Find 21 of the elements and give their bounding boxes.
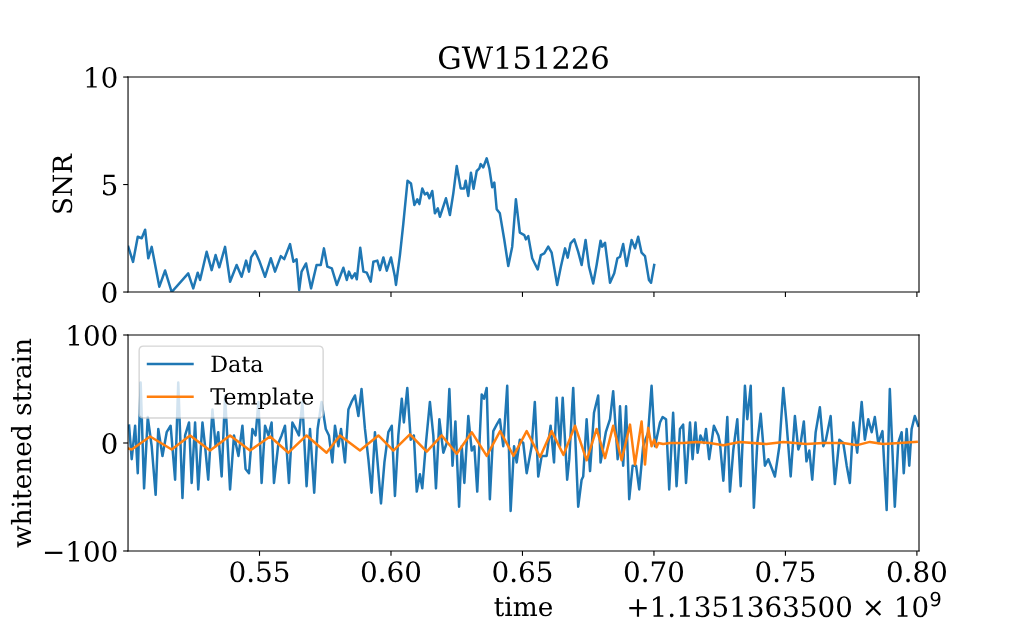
legend-label: Template — [210, 387, 314, 410]
x-tick-label: 0.55 — [230, 561, 289, 583]
text: +1.1351363500 × 10$^{9}$ — [629, 591, 941, 618]
x-tick-label: 0.60 — [361, 561, 421, 583]
y-tick-label: 100 — [68, 324, 117, 346]
y-axis-title: SNR — [52, 153, 73, 213]
chart-title: GW151226 — [439, 46, 608, 70]
y-tick-label: 10 — [86, 66, 117, 88]
y-tick-label: 0 — [102, 281, 117, 303]
line-series — [128, 420, 918, 466]
x-tick-label: 0.70 — [624, 561, 684, 583]
y-axis-title: whitened strain — [10, 338, 32, 548]
x-axis-title: time — [494, 596, 553, 617]
line-series — [128, 157, 656, 293]
y-tick-label: −100 — [44, 540, 117, 562]
y-tick-label: 5 — [103, 174, 117, 196]
x-tick-label: 0.80 — [887, 561, 946, 583]
y-tick-label: 0 — [102, 432, 117, 454]
legend-label: Data — [211, 355, 263, 373]
x-tick-label: 0.65 — [493, 561, 552, 583]
x-tick-label: 0.75 — [756, 561, 815, 583]
